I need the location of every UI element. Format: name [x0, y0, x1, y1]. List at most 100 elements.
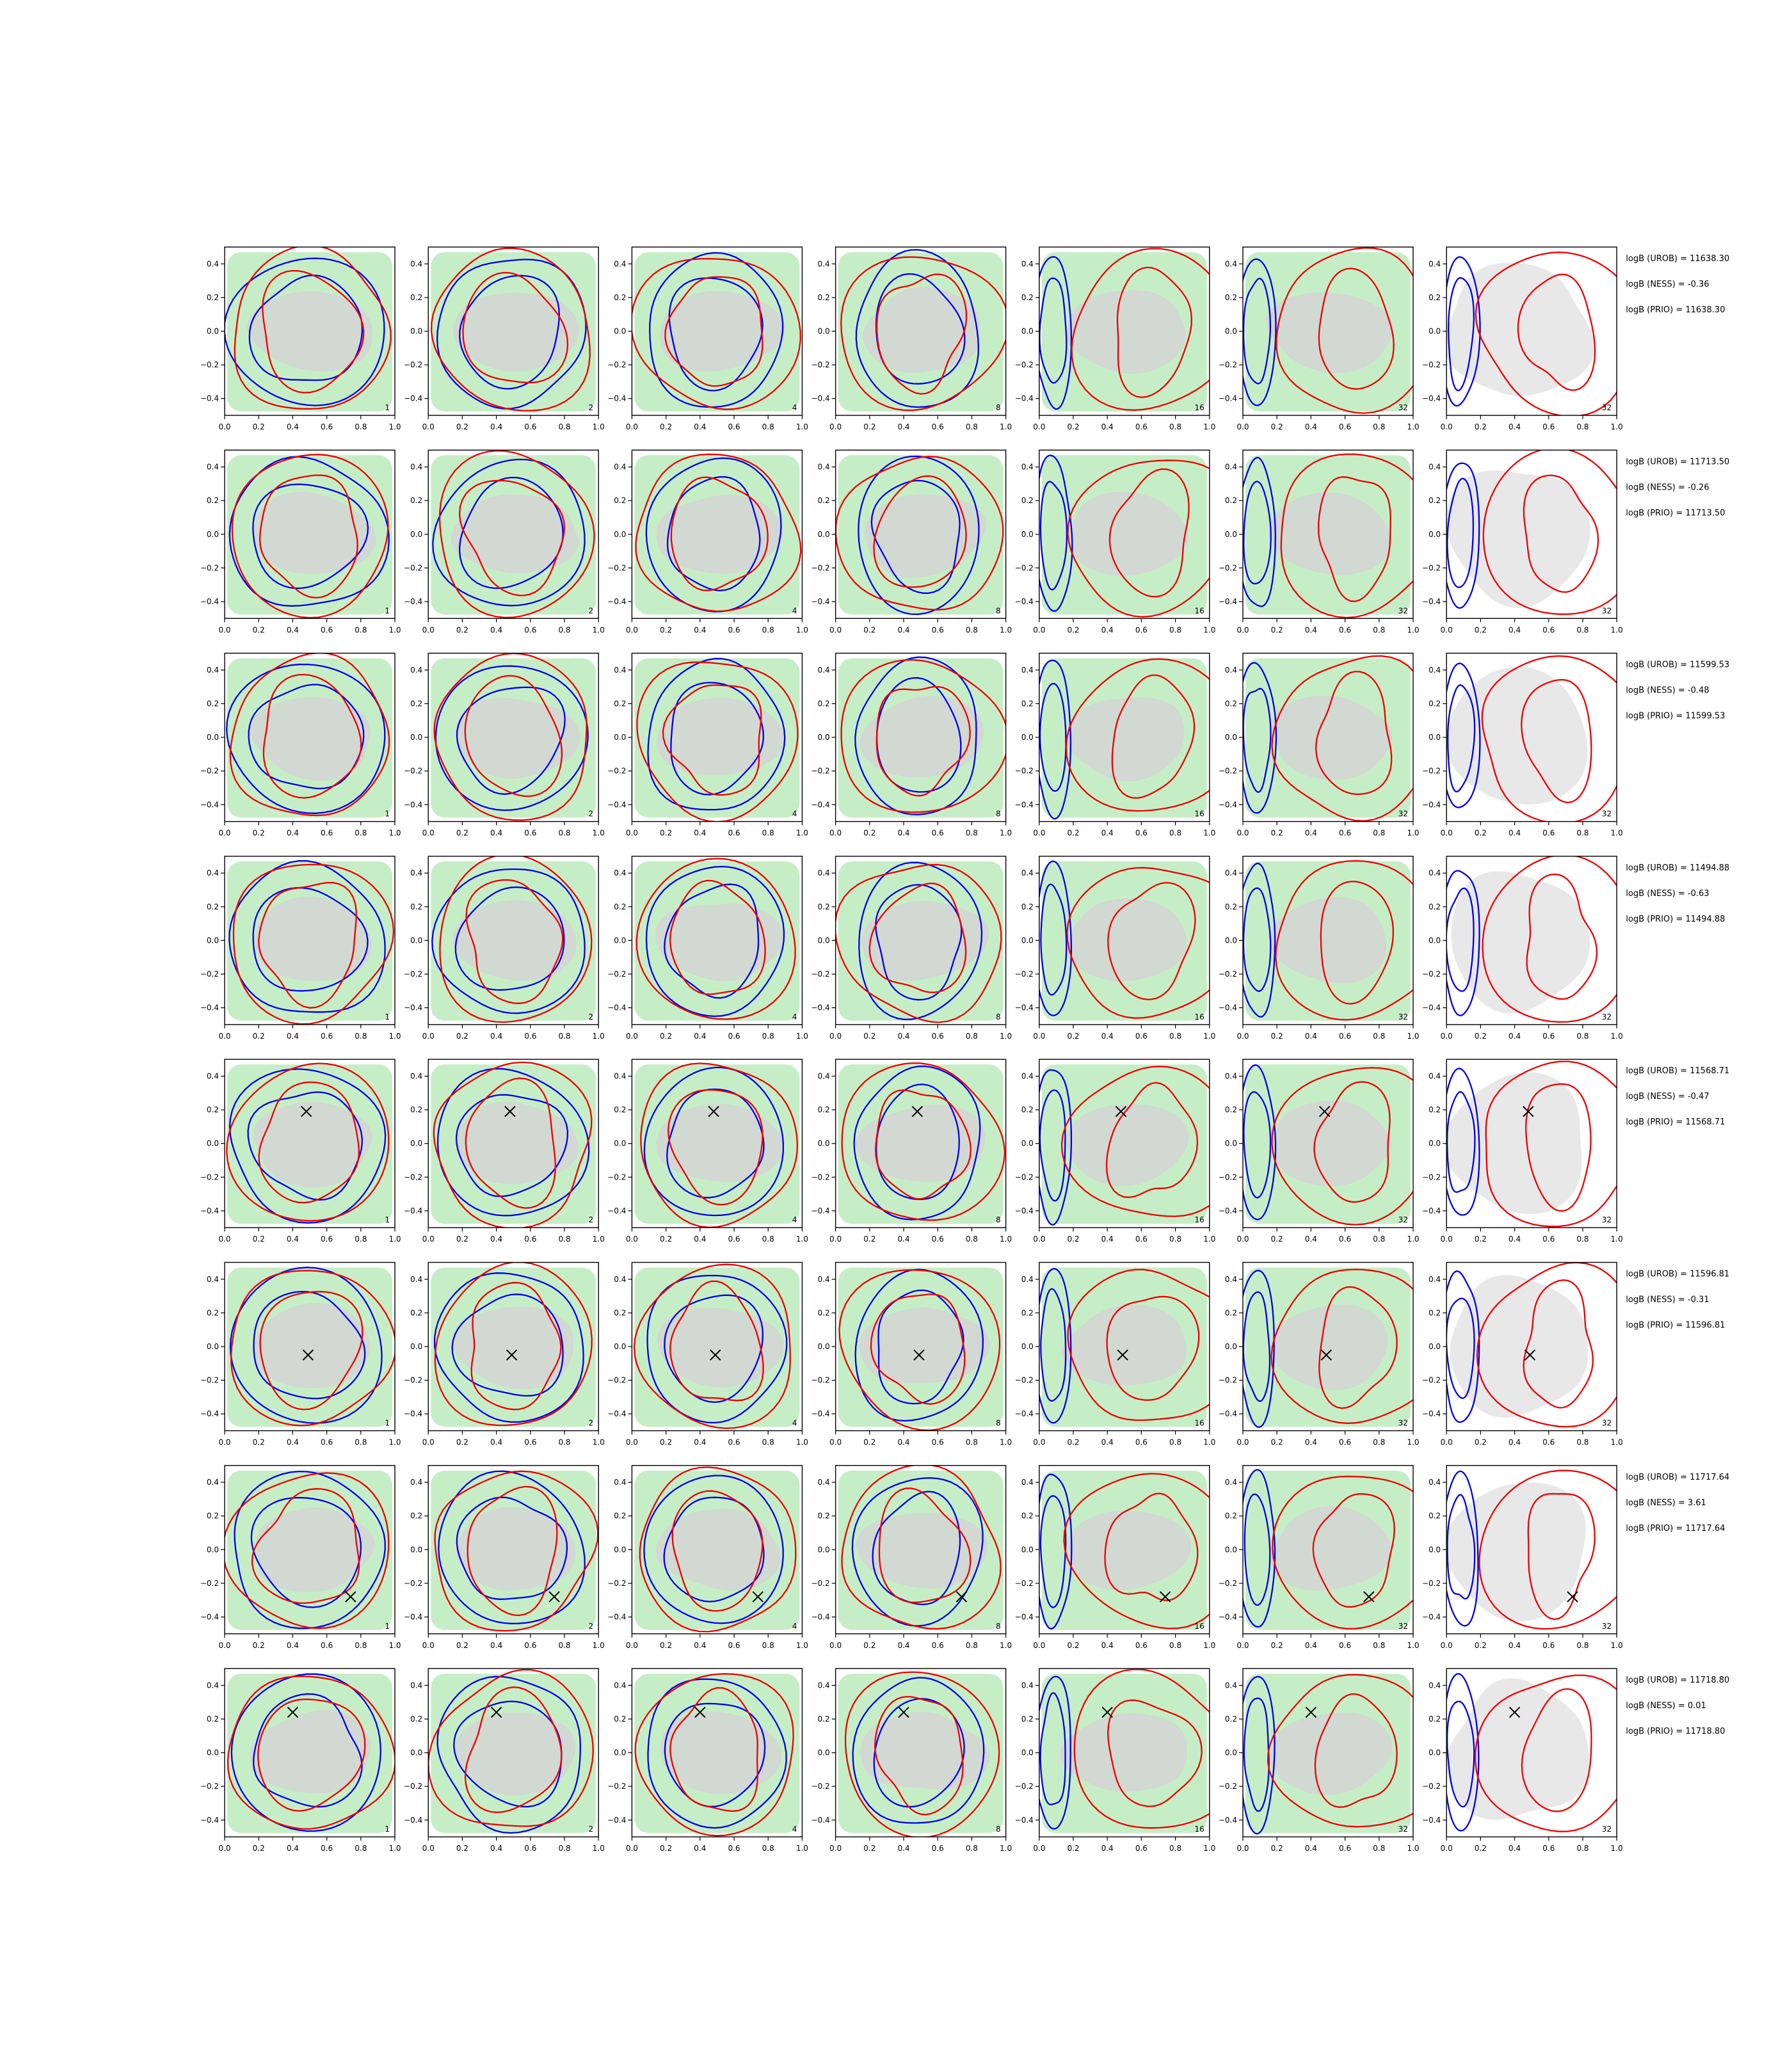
- x-tick-label: 0.8: [1576, 625, 1588, 634]
- row-stat-line: logB (NESS) = -0.48: [1626, 686, 1709, 696]
- y-tick-label: −0.2: [1219, 360, 1237, 369]
- contour-blue-inner: [1243, 1697, 1270, 1812]
- y-tick-label: 0.4: [1021, 666, 1034, 675]
- x-tick-label: 0.4: [1508, 1844, 1521, 1853]
- x-tick-label: 0.4: [1101, 625, 1114, 634]
- panel-label: 32: [1398, 403, 1408, 412]
- y-tick-label: −0.4: [200, 1206, 219, 1215]
- density-fill-inner: [860, 696, 984, 778]
- contour-blue-inner: [252, 887, 369, 992]
- true-parameter-marker: [710, 1349, 721, 1361]
- x-tick-label: 1.0: [593, 625, 605, 634]
- density-fill-grey: [1450, 1275, 1588, 1418]
- x-tick-label: 1.0: [796, 1844, 808, 1853]
- density-fill-inner: [660, 1711, 782, 1795]
- y-tick-label: 0.2: [1428, 1512, 1441, 1521]
- contour-blue-inner: [458, 275, 560, 390]
- panel-label: 4: [792, 1622, 797, 1631]
- x-tick-label: 0.6: [1339, 625, 1351, 634]
- y-tick-label: 0.0: [1225, 1342, 1237, 1351]
- contour-red-outer: [634, 1673, 794, 1837]
- contour-red-inner: [465, 879, 564, 1004]
- row-stat-line: logB (UROB) = 11596.81: [1626, 1270, 1729, 1279]
- x-tick-label: 0.2: [1067, 1641, 1079, 1650]
- x-tick-label: 0.0: [218, 422, 230, 431]
- x-tick-label: 0.0: [829, 422, 842, 431]
- panel-r5-c3: 0.0 0.2 0.4 0.6 0.8 1.0 0.4 0.2 0.0 −0.2 −0.4 4: [607, 1059, 808, 1244]
- y-tick-label: 0.4: [1225, 868, 1237, 877]
- panel-r8-c1: 0.0 0.2 0.4 0.6 0.8 1.0 0.4 0.2 0.0 −0.2 −0.4 1: [200, 1668, 401, 1853]
- x-tick-label: 0.6: [321, 1235, 333, 1244]
- x-tick-label: 0.0: [1236, 422, 1249, 431]
- x-tick-label: 0.2: [1271, 1032, 1283, 1041]
- x-tick-label: 0.0: [829, 829, 842, 838]
- x-tick-label: 0.8: [1576, 1641, 1588, 1650]
- y-tick-label: −0.2: [1015, 1579, 1034, 1588]
- panel-r7-c6: 0.0 0.2 0.4 0.6 0.8 1.0 0.4 0.2 0.0 −0.2 −0.4 32: [1219, 1465, 1420, 1650]
- y-tick-label: −0.2: [1422, 1172, 1441, 1181]
- row-6: 0.0 0.2 0.4 0.6 0.8 1.00.40.20.0−0.2−0.410.0 0…: [200, 1261, 1729, 1447]
- density-fill-inner: [855, 1104, 986, 1182]
- x-tick-label: 0.2: [456, 1641, 468, 1650]
- contour-red-outer: [639, 1466, 797, 1633]
- x-tick-label: 0.6: [1135, 625, 1148, 634]
- panel-r8-c2: 0.0 0.2 0.4 0.6 0.8 1.0 0.4 0.2 0.0 −0.2 −0.4 2: [404, 1668, 605, 1853]
- density-fill-inner: [1065, 1510, 1191, 1590]
- x-tick-label: 0.4: [1101, 422, 1114, 431]
- y-tick-label: 0.0: [1021, 1342, 1034, 1351]
- x-tick-label: 0.8: [762, 1438, 774, 1447]
- x-tick-label: 0.8: [355, 422, 367, 431]
- contour-blue-inner: [1244, 1493, 1271, 1606]
- x-tick-label: 0.8: [355, 625, 367, 634]
- row-stat-line: logB (UROB) = 11494.88: [1626, 863, 1729, 873]
- contour-red-inner: [662, 684, 762, 796]
- density-fill-inner: [455, 698, 580, 779]
- row-stat-line: logB (UROB) = 11717.64: [1626, 1473, 1729, 1482]
- contour-blue-outer: [643, 1475, 784, 1624]
- x-tick-label: 0.0: [218, 625, 230, 634]
- x-tick-label: 0.2: [1271, 829, 1283, 838]
- panel-label: 1: [385, 1215, 390, 1224]
- x-tick-label: 0.4: [490, 625, 502, 634]
- y-tick-label: −0.2: [1219, 563, 1237, 572]
- contour-red-outer: [1267, 1674, 1413, 1828]
- x-tick-label: 0.4: [897, 625, 909, 634]
- y-tick-label: −0.4: [1219, 1816, 1237, 1825]
- panel-label: 1: [385, 1622, 390, 1631]
- true-parameter-marker: [1363, 1591, 1375, 1603]
- x-tick-label: 0.8: [558, 1641, 570, 1650]
- y-tick-label: 0.0: [818, 1545, 830, 1554]
- contour-red-outer: [1481, 655, 1617, 822]
- y-tick-label: 0.4: [614, 1478, 626, 1487]
- y-tick-label: 0.4: [818, 1681, 830, 1690]
- y-tick-label: 0.0: [818, 936, 830, 945]
- panel-r7-c3: 0.0 0.2 0.4 0.6 0.8 1.0 0.4 0.2 0.0 −0.2 −0.4 4: [607, 1465, 808, 1650]
- x-tick-label: 0.0: [1236, 1438, 1249, 1447]
- density-fill-inner: [456, 1101, 579, 1185]
- x-tick-label: 0.0: [218, 1235, 230, 1244]
- y-tick-label: 0.2: [410, 902, 422, 911]
- panel-label: 1: [385, 606, 390, 615]
- panel-label: 2: [589, 1622, 594, 1631]
- contour-red-inner: [1525, 1083, 1592, 1212]
- contour-red-outer: [1271, 1067, 1413, 1226]
- x-tick-label: 1.0: [1000, 1235, 1012, 1244]
- x-tick-label: 0.0: [1441, 1844, 1453, 1853]
- panel-label: 2: [589, 606, 594, 615]
- y-tick-label: 0.2: [1428, 902, 1441, 911]
- x-tick-label: 0.4: [1508, 625, 1521, 634]
- contour-red-inner: [462, 271, 569, 384]
- y-tick-label: −0.4: [404, 1613, 422, 1622]
- true-parameter-marker: [1320, 1349, 1332, 1361]
- y-tick-label: −0.2: [1422, 767, 1441, 776]
- panel-r7-c7: 0.0 0.2 0.4 0.6 0.8 1.0 0.4 0.2 0.0 −0.2 −0.4 32: [1422, 1465, 1623, 1650]
- panel-label: 8: [996, 1825, 1001, 1834]
- y-tick-label: 0.4: [818, 463, 830, 472]
- x-tick-label: 0.4: [897, 1032, 909, 1041]
- y-tick-label: 0.0: [1428, 1342, 1441, 1351]
- contour-blue-inner: [1447, 684, 1476, 793]
- y-tick-label: 0.0: [614, 1545, 626, 1554]
- y-tick-label: −0.4: [404, 1206, 422, 1215]
- contour-blue-inner: [664, 1294, 764, 1404]
- panel-label: 4: [792, 1419, 797, 1428]
